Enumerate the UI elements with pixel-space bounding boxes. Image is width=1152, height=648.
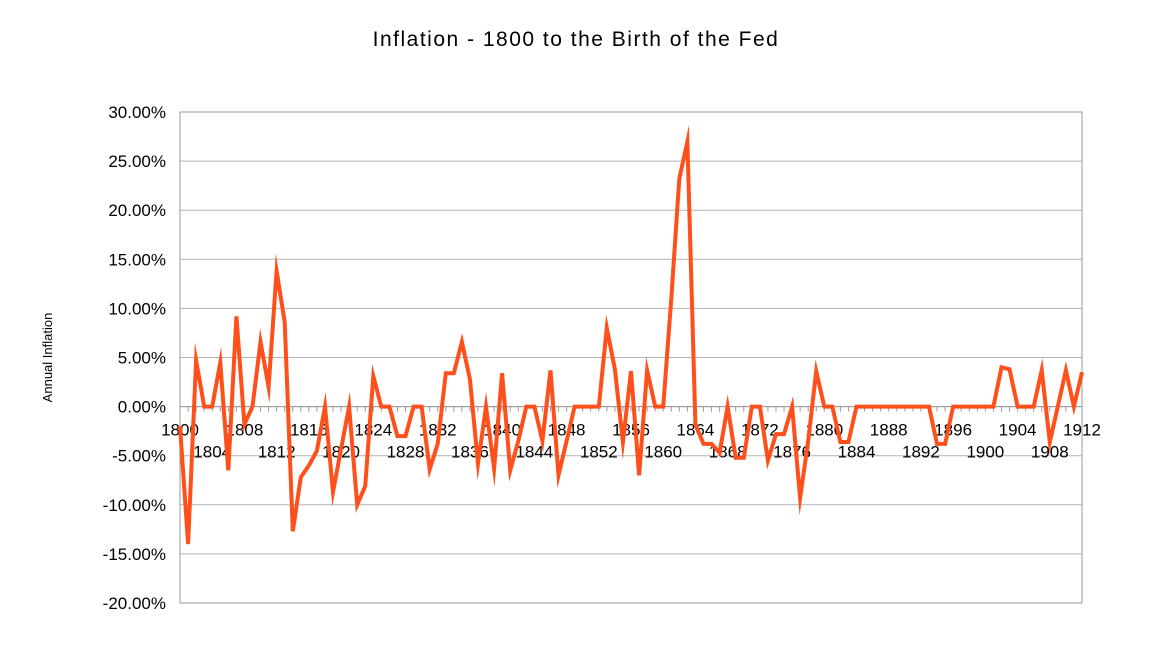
y-tick-label: -10.00% (103, 496, 166, 515)
y-tick-label: -5.00% (112, 447, 166, 466)
y-axis-label: Annual Inflation (40, 313, 55, 403)
y-tick-label: 15.00% (108, 250, 166, 269)
plot-area-border (179, 111, 1083, 604)
x-tick-label: 1904 (999, 421, 1037, 440)
x-tick-label: 1844 (515, 443, 553, 462)
x-tick-label: 1908 (1031, 443, 1069, 462)
x-tick-label: 1884 (838, 443, 876, 462)
x-tick-label: 1828 (387, 443, 425, 462)
x-tick-label: 1896 (934, 421, 972, 440)
x-axis: 1800 1808 1816 1824 1832 1840 1848 1856 1864 1872… (161, 406, 1101, 462)
x-tick-label: 1804 (193, 443, 231, 462)
x-tick-label: 1888 (870, 421, 908, 440)
x-tick-label: 1900 (966, 443, 1004, 462)
x-tick-label: 1824 (354, 421, 392, 440)
inflation-series-line (178, 125, 1084, 545)
series-layer (178, 125, 1084, 545)
x-tick-label: 1836 (451, 443, 489, 462)
chart-title: Inflation - 1800 to the Birth of the Fed (372, 28, 780, 51)
y-tick-label: 10.00% (108, 299, 166, 318)
x-tick-label: 1876 (773, 443, 811, 462)
x-tick-label: 1864 (677, 421, 715, 440)
x-tick-label: 1808 (226, 421, 264, 440)
x-tick-label: 1880 (805, 421, 843, 440)
x-tick-label: 1860 (644, 443, 682, 462)
y-tick-label: 20.00% (108, 201, 166, 220)
x-tick-label: 1812 (258, 443, 296, 462)
y-axis-tick-labels: 30.00% 25.00% 20.00% 15.00% 10.00% 5.00% 0.00%… (103, 103, 166, 613)
y-tick-label: 25.00% (108, 152, 166, 171)
gridlines (180, 111, 1082, 604)
x-tick-label: 1912 (1063, 421, 1101, 440)
y-tick-label: 0.00% (118, 398, 166, 417)
x-tick-label: 1892 (902, 443, 940, 462)
x-tick-label: 1840 (483, 421, 521, 440)
y-tick-label: 5.00% (118, 349, 166, 368)
y-tick-label: 30.00% (108, 103, 166, 122)
y-tick-label: -15.00% (103, 545, 166, 564)
y-tick-label: -20.00% (103, 594, 166, 613)
x-tick-label: 1852 (580, 443, 618, 462)
